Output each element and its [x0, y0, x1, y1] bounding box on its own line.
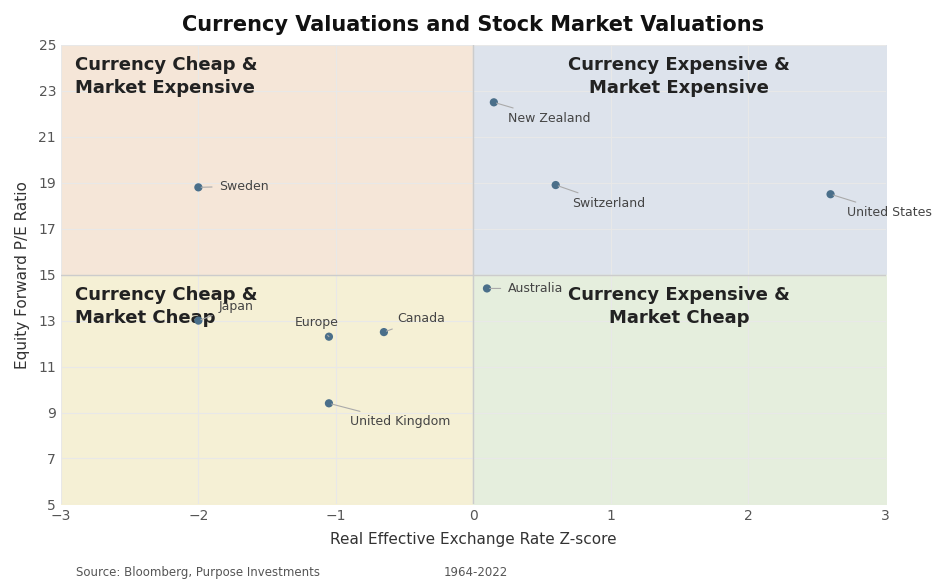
Point	[486, 98, 501, 107]
Y-axis label: Equity Forward P/E Ratio: Equity Forward P/E Ratio	[15, 181, 30, 369]
Text: Switzerland: Switzerland	[558, 186, 646, 210]
Text: Australia: Australia	[490, 282, 563, 295]
Text: Source: Bloomberg, Purpose Investments: Source: Bloomberg, Purpose Investments	[76, 566, 320, 579]
Text: Japan: Japan	[201, 300, 254, 319]
Point	[191, 183, 206, 192]
Point	[321, 332, 337, 342]
Text: 1964-2022: 1964-2022	[443, 566, 508, 579]
Text: Sweden: Sweden	[202, 180, 268, 192]
Point	[191, 316, 206, 325]
Point	[377, 328, 392, 337]
Text: Currency Cheap &
Market Cheap: Currency Cheap & Market Cheap	[75, 286, 257, 327]
Text: New Zealand: New Zealand	[496, 103, 590, 125]
Point	[321, 398, 337, 408]
Text: Europe: Europe	[295, 316, 339, 337]
Title: Currency Valuations and Stock Market Valuations: Currency Valuations and Stock Market Val…	[183, 15, 765, 35]
Text: Canada: Canada	[386, 312, 445, 331]
Text: Currency Cheap &
Market Expensive: Currency Cheap & Market Expensive	[75, 56, 257, 97]
Text: United Kingdom: United Kingdom	[332, 404, 450, 428]
Text: Currency Expensive &
Market Expensive: Currency Expensive & Market Expensive	[569, 56, 790, 97]
Text: United States: United States	[833, 195, 932, 219]
Point	[479, 284, 495, 293]
Point	[548, 180, 563, 190]
Point	[823, 190, 838, 199]
X-axis label: Real Effective Exchange Rate Z-score: Real Effective Exchange Rate Z-score	[330, 532, 616, 546]
Text: Currency Expensive &
Market Cheap: Currency Expensive & Market Cheap	[569, 286, 790, 327]
